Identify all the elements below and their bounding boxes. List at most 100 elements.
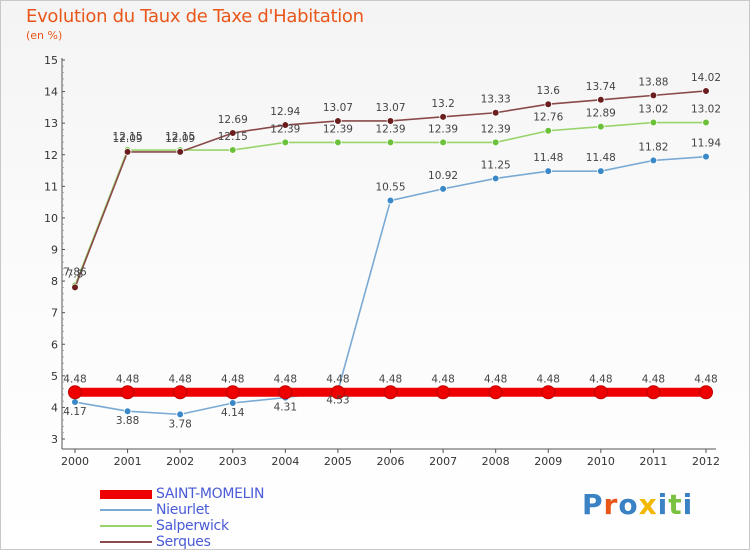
data-point: [649, 156, 658, 165]
data-point: [491, 108, 500, 117]
data-label: 11.82: [638, 141, 668, 153]
data-point: [68, 385, 82, 400]
data-label: 12.39: [323, 123, 353, 135]
x-tick-label: 2005: [324, 455, 352, 468]
data-label: 4.48: [431, 373, 454, 385]
data-point: [699, 385, 713, 400]
data-point: [176, 148, 184, 156]
data-label: 11.25: [481, 159, 511, 171]
data-point: [439, 113, 447, 121]
data-point: [228, 129, 237, 137]
data-label: 4.48: [589, 373, 612, 385]
data-label: 4.17: [63, 406, 86, 418]
logo-letter: t: [668, 488, 683, 521]
data-label: 12.94: [270, 106, 300, 118]
data-label: 3.88: [116, 415, 139, 427]
data-label: 13.2: [431, 98, 454, 110]
x-tick-label: 2008: [482, 455, 510, 468]
data-label: 12.09: [113, 133, 143, 145]
data-label: 4.14: [221, 407, 245, 419]
data-point: [439, 185, 447, 193]
legend-label: Salperwick: [156, 518, 229, 534]
legend-item: Salperwick: [100, 518, 229, 534]
data-point: [702, 152, 710, 161]
data-label: 13.02: [638, 104, 668, 116]
data-point: [334, 117, 342, 125]
data-label: 12.15: [113, 131, 143, 143]
data-point: [278, 385, 293, 400]
x-tick-label: 2001: [114, 455, 142, 468]
x-tick-label: 2012: [692, 455, 720, 468]
y-tick-label: 6: [51, 338, 58, 351]
data-point: [123, 407, 132, 416]
data-label: 4.48: [484, 373, 507, 385]
x-tick-label: 2011: [639, 455, 667, 468]
x-tick-label: 2010: [587, 455, 615, 468]
page-subtitle: (en %): [26, 29, 63, 42]
data-label: 7.8: [67, 268, 84, 280]
data-label: 4.48: [274, 373, 297, 385]
y-tick-label: 9: [51, 244, 58, 257]
data-label: 4.53: [326, 395, 349, 407]
data-label: 13.74: [586, 81, 616, 93]
data-label: 11.48: [586, 152, 616, 164]
logo-letter: P: [582, 488, 604, 521]
data-point: [702, 118, 710, 127]
x-tick-label: 2006: [377, 455, 405, 468]
data-label: 12.09: [165, 133, 195, 145]
data-label: 4.48: [116, 373, 139, 385]
data-point: [544, 100, 553, 109]
y-tick-label: 11: [44, 180, 58, 193]
logo-letter: o: [618, 488, 639, 521]
data-point: [544, 167, 553, 175]
proxiti-logo: Proxiti: [582, 488, 693, 521]
data-label: 13.33: [481, 94, 511, 106]
page-title: Evolution du Taux de Taxe d'Habitation: [26, 6, 364, 27]
data-point: [281, 138, 290, 147]
data-label: 10.92: [428, 170, 458, 182]
logo-letter: i: [657, 488, 669, 521]
x-tick-label: 2002: [166, 455, 194, 468]
data-point: [597, 95, 605, 104]
data-label: 13.88: [638, 76, 668, 88]
data-label: 10.55: [375, 182, 405, 194]
x-tick-label: 2004: [271, 455, 299, 468]
legend-swatch: [100, 509, 152, 511]
x-tick-label: 2003: [219, 455, 247, 468]
data-point: [176, 410, 184, 419]
data-point: [120, 385, 135, 400]
y-tick-label: 12: [44, 149, 58, 162]
data-point: [228, 399, 237, 407]
y-tick-label: 10: [44, 212, 58, 225]
data-label: 4.48: [168, 373, 191, 385]
data-label: 4.31: [274, 402, 297, 414]
data-point: [702, 87, 710, 95]
data-point: [330, 385, 345, 400]
data-point: [71, 398, 79, 406]
y-tick-label: 15: [44, 54, 58, 67]
x-tick-label: 2009: [534, 455, 562, 468]
data-point: [488, 385, 503, 400]
data-point: [334, 138, 342, 147]
data-label: 12.15: [165, 131, 195, 143]
data-point: [386, 117, 395, 125]
data-label: 4.48: [694, 373, 717, 385]
data-label: 13.6: [537, 85, 561, 97]
data-label: 11.48: [533, 152, 563, 164]
legend-label: Nieurlet: [156, 502, 210, 518]
data-point: [173, 385, 188, 400]
legend-swatch: [100, 525, 152, 527]
y-tick-label: 14: [44, 86, 58, 99]
y-tick-label: 5: [51, 370, 58, 383]
data-label: 4.48: [63, 373, 86, 385]
data-label: 12.15: [218, 131, 248, 143]
legend-label: Serques: [156, 534, 211, 550]
data-point: [228, 146, 237, 154]
data-label: 14.02: [691, 72, 721, 84]
data-label: 4.48: [221, 373, 244, 385]
data-point: [544, 126, 553, 135]
data-point: [646, 385, 661, 400]
data-point: [386, 196, 395, 205]
